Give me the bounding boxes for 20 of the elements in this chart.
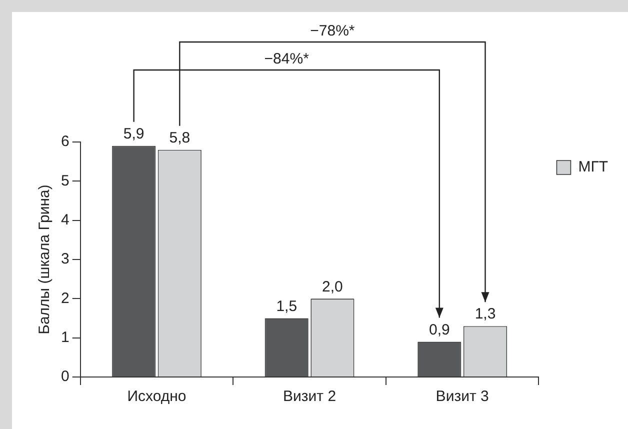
data-label: 5,9 — [123, 126, 144, 143]
y-axis-title: Баллы (шкала Грина) — [36, 184, 54, 334]
y-tick-label: 4 — [61, 211, 70, 228]
y-tick-label: 0 — [61, 368, 70, 386]
data-label: 5,8 — [169, 129, 190, 146]
data-label: 1,3 — [474, 306, 496, 323]
y-tick-label: 3 — [61, 250, 70, 268]
data-label: 1,5 — [276, 298, 298, 315]
legend-label: МГТ — [578, 158, 608, 176]
data-label: 2,0 — [322, 278, 343, 296]
y-tick-label: 5 — [61, 172, 70, 190]
x-tick-label: Визит 3 — [436, 388, 489, 406]
text: −84%* — [264, 50, 310, 68]
y-tick-label: 6 — [61, 133, 70, 150]
x-tick-label: Исходно — [127, 388, 186, 406]
y-tick-label: 1 — [61, 328, 70, 346]
data-label: 0,9 — [428, 321, 450, 338]
y-tick-label: 2 — [61, 290, 70, 307]
text: −78%* — [310, 22, 355, 40]
x-tick-label: Визит 2 — [283, 388, 336, 406]
